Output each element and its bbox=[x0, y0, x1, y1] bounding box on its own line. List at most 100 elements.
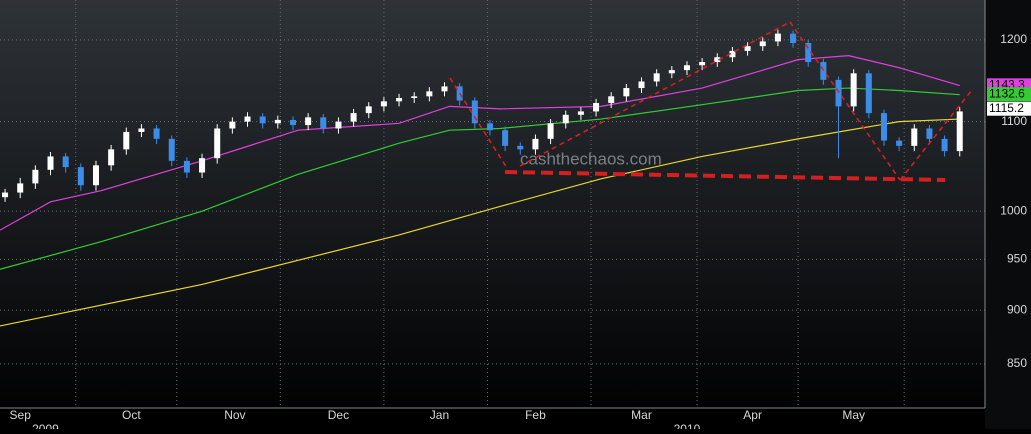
watermark: cashthechaos.com bbox=[520, 149, 662, 168]
candle-body bbox=[790, 33, 797, 43]
trend-lines bbox=[449, 21, 973, 181]
x-tick-label: Feb bbox=[525, 408, 546, 422]
candle-body bbox=[805, 42, 812, 63]
moving-average-line bbox=[0, 55, 960, 231]
candle-body bbox=[17, 183, 24, 193]
candle-body bbox=[502, 130, 509, 146]
candle-body bbox=[426, 91, 433, 97]
plot-background bbox=[0, 0, 985, 408]
candle-body bbox=[229, 121, 236, 129]
candle-body bbox=[820, 62, 827, 80]
moving-average-line bbox=[0, 118, 960, 327]
candle-body bbox=[653, 73, 660, 82]
x-tick-label: May bbox=[842, 408, 865, 422]
candle-body bbox=[926, 128, 933, 139]
candle-body bbox=[396, 97, 403, 102]
y-tick-label: 1200 bbox=[1000, 32, 1027, 46]
y-tick-label: 950 bbox=[1007, 252, 1027, 266]
candle-body bbox=[350, 113, 357, 122]
candle-body bbox=[305, 117, 312, 126]
x-tick-label: Apr bbox=[743, 408, 762, 422]
trend-line bbox=[519, 21, 791, 167]
last-value-box bbox=[987, 87, 1031, 102]
candle-body bbox=[532, 138, 539, 150]
candle-body bbox=[380, 101, 387, 107]
x-tick-label: Nov bbox=[224, 408, 245, 422]
candle-body bbox=[320, 117, 327, 129]
candle-body bbox=[47, 156, 54, 170]
x-tick-label: Oct bbox=[122, 408, 141, 422]
y-tick-label: 900 bbox=[1007, 302, 1027, 316]
trend-line bbox=[899, 89, 973, 181]
candle-body bbox=[744, 46, 751, 51]
axis-labels: 850 900 950 1000 1100 1200 Sep Oct Nov Dec Jan Feb M… bbox=[10, 32, 1031, 434]
candle-body bbox=[714, 57, 721, 63]
candle-body bbox=[32, 169, 39, 184]
last-value-box bbox=[987, 101, 1031, 116]
candle-body bbox=[183, 160, 190, 173]
year-label: 2009 bbox=[32, 422, 59, 429]
candle-body bbox=[108, 149, 115, 166]
year-label: 2010 bbox=[674, 422, 701, 429]
candle-body bbox=[153, 128, 160, 139]
candle-body bbox=[956, 111, 963, 152]
candle-body bbox=[911, 128, 918, 146]
candle-body bbox=[941, 138, 948, 152]
x-tick-label: Jan bbox=[430, 408, 449, 422]
candle-body bbox=[759, 41, 766, 47]
y-tick-label: 1100 bbox=[1001, 114, 1027, 128]
x-tick-label: Dec bbox=[328, 408, 349, 422]
candle-body bbox=[138, 128, 145, 132]
candles bbox=[2, 29, 963, 202]
candle-body bbox=[244, 116, 251, 122]
x-tick-label: Sep bbox=[10, 408, 32, 422]
y-tick-label: 850 bbox=[1007, 356, 1027, 370]
candle-body bbox=[289, 119, 296, 126]
candle-body bbox=[168, 138, 175, 161]
candle-body bbox=[562, 114, 569, 124]
candle-body bbox=[896, 140, 903, 146]
candle-body bbox=[835, 79, 842, 107]
candle-body bbox=[774, 33, 781, 42]
candle-body bbox=[62, 156, 69, 168]
x-tick-label: Mar bbox=[631, 408, 652, 422]
moving-average-line bbox=[0, 87, 960, 270]
neckline bbox=[504, 170, 946, 182]
candle-body bbox=[77, 167, 84, 186]
candle-body bbox=[608, 96, 615, 104]
candle-body bbox=[123, 131, 130, 150]
candle-body bbox=[668, 70, 675, 74]
candle-body bbox=[729, 50, 736, 58]
candle-body bbox=[486, 123, 493, 131]
candle-body bbox=[865, 73, 872, 114]
y-tick-label: 1000 bbox=[1000, 203, 1027, 217]
candle-body bbox=[471, 100, 478, 124]
candle-body bbox=[335, 121, 342, 129]
grid bbox=[0, 0, 985, 408]
candle-body bbox=[850, 73, 857, 107]
candle-body bbox=[365, 106, 372, 114]
candle-body bbox=[274, 119, 281, 124]
candle-body bbox=[2, 192, 9, 198]
last-value-label: 1115.2 bbox=[989, 101, 1024, 115]
candle-body bbox=[880, 113, 887, 141]
candle-body bbox=[214, 128, 221, 159]
candle-body bbox=[577, 111, 584, 115]
candle-body bbox=[547, 123, 554, 139]
last-value-label: 1132.6 bbox=[989, 86, 1025, 100]
candle-body bbox=[683, 65, 690, 71]
candle-body bbox=[92, 165, 99, 186]
candle-body bbox=[411, 96, 418, 98]
candle-body bbox=[593, 103, 600, 112]
axis-background bbox=[985, 0, 1031, 429]
candle-body bbox=[259, 116, 266, 124]
moving-averages bbox=[0, 55, 960, 327]
candle-body bbox=[199, 158, 206, 173]
candle-body bbox=[517, 145, 524, 150]
candle-body bbox=[441, 86, 448, 92]
candle-body bbox=[638, 81, 645, 89]
candle-body bbox=[623, 88, 630, 97]
candle-body bbox=[699, 62, 706, 66]
